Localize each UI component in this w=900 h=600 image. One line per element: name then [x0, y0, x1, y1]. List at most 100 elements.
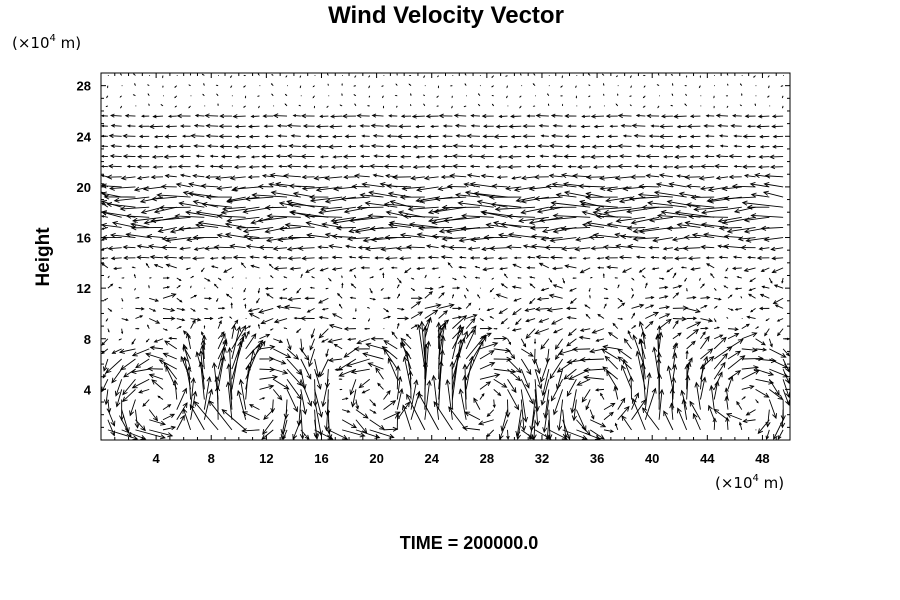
wind-vector-shaft: [129, 399, 136, 416]
wind-vector-head: [437, 185, 444, 192]
wind-vector-head: [470, 114, 475, 118]
wind-vector-head: [367, 213, 374, 219]
wind-vector-shaft: [534, 348, 536, 364]
wind-vector: [658, 134, 673, 139]
wind-vector-head: [206, 308, 209, 310]
wind-vector-head: [704, 134, 709, 138]
wind-vector-head: [122, 133, 128, 139]
wind-vector: [341, 282, 344, 289]
wind-vector-head: [481, 114, 487, 119]
wind-vector-head: [343, 208, 350, 214]
wind-vector-shaft: [196, 352, 205, 380]
wind-vector: [576, 378, 591, 386]
wind-vector-shaft: [237, 390, 247, 420]
wind-vector: [312, 95, 315, 99]
wind-vector: [659, 305, 671, 310]
wind-vector-head: [182, 402, 188, 408]
wind-vector-shaft: [258, 307, 274, 313]
wind-vector-shaft: [350, 379, 357, 395]
wind-vector: [257, 184, 274, 190]
wind-vector: [464, 190, 494, 198]
wind-vector: [658, 318, 672, 329]
wind-vector: [321, 307, 329, 311]
wind-vector-shaft: [546, 348, 550, 363]
wind-vector-head: [109, 185, 115, 191]
wind-vector: [705, 144, 715, 148]
wind-vector-shaft: [634, 165, 646, 168]
wind-vector: [342, 429, 366, 438]
wind-vector-shaft: [561, 226, 591, 230]
wind-vector: [651, 267, 660, 271]
wind-vector-head: [358, 383, 364, 389]
wind-vector-head: [300, 154, 306, 159]
wind-vector-head: [555, 192, 562, 198]
wind-vector-head: [535, 254, 541, 260]
wind-vector-head: [417, 311, 424, 316]
wind-vector: [163, 154, 177, 160]
wind-vector-head: [665, 313, 671, 318]
wind-vector-shaft: [569, 368, 591, 380]
wind-vector-head: [677, 135, 682, 139]
wind-vector-head: [192, 256, 197, 261]
wind-vector-shaft: [387, 185, 412, 188]
wind-vector-head: [510, 354, 516, 360]
wind-vector-head: [718, 297, 722, 301]
wind-vector-shaft: [333, 156, 343, 158]
wind-vector-head: [443, 154, 448, 158]
wind-vector-shaft: [183, 191, 205, 198]
wind-vector-head: [110, 420, 116, 427]
wind-vector-head: [566, 306, 571, 311]
wind-vector-shaft: [424, 380, 431, 420]
wind-vector: [312, 379, 318, 407]
wind-vector-shaft: [357, 206, 384, 209]
wind-vector: [264, 226, 288, 234]
wind-vector: [477, 294, 481, 299]
wind-vector-shaft: [355, 429, 380, 439]
wind-vector: [264, 134, 274, 138]
wind-vector-head: [438, 228, 445, 234]
wind-vector-head: [181, 134, 186, 138]
wind-vector-head: [528, 398, 534, 405]
wind-vector: [257, 323, 260, 329]
wind-vector-shaft: [149, 419, 166, 425]
wind-vector-shaft: [514, 297, 522, 302]
wind-vector-head: [110, 256, 116, 261]
wind-vector: [533, 174, 549, 180]
wind-vector-shaft: [396, 376, 401, 400]
wind-vector: [399, 256, 412, 261]
wind-vector-head: [277, 144, 282, 148]
wind-vector: [522, 134, 536, 139]
wind-vector-head: [366, 105, 369, 107]
wind-vector: [220, 154, 232, 159]
wind-vector-head: [603, 209, 610, 215]
wind-vector: [147, 243, 164, 250]
wind-vector: [699, 355, 709, 380]
wind-vector-head: [319, 155, 324, 159]
wind-vector: [602, 82, 605, 86]
wind-vector-shaft: [617, 348, 632, 360]
wind-vector-shaft: [242, 411, 260, 421]
wind-vector: [319, 114, 329, 118]
wind-vector-head: [397, 322, 400, 326]
wind-vector-head: [579, 328, 585, 332]
wind-vector-shaft: [713, 381, 719, 400]
wind-vector-head: [263, 124, 268, 128]
wind-vector: [607, 144, 618, 149]
wind-vector: [491, 183, 508, 189]
wind-vector-head: [319, 114, 324, 118]
wind-vector-head: [734, 333, 740, 338]
wind-vector: [125, 213, 150, 219]
wind-vector-head: [540, 399, 546, 406]
wind-vector-head: [585, 194, 591, 200]
wind-vector: [355, 409, 369, 419]
wind-vector: [606, 222, 632, 228]
wind-vector-head: [205, 174, 211, 180]
wind-vector: [380, 246, 398, 252]
wind-vector-head: [666, 199, 673, 205]
wind-vector-head: [326, 106, 328, 109]
wind-vector: [519, 95, 522, 98]
wind-vector-head: [208, 296, 213, 300]
wind-vector-shaft: [621, 365, 632, 390]
wind-vector-shaft: [424, 176, 439, 179]
wind-vector: [500, 221, 536, 228]
